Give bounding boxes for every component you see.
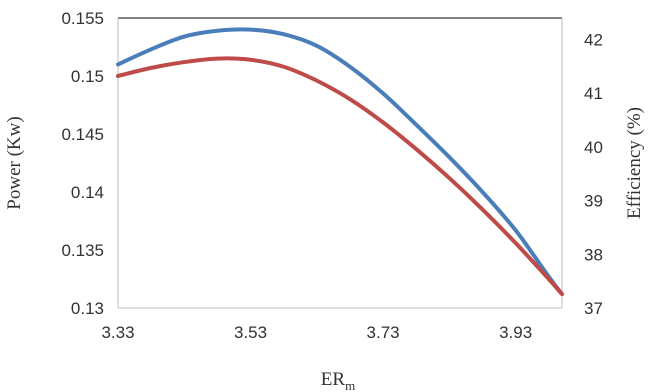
y-tick-label: 0.145 [61, 125, 104, 144]
series-layer [116, 27, 564, 297]
y2-tick-label: 39 [584, 192, 603, 211]
x-axis-title-main: ER [321, 369, 346, 390]
x-tick-label: 3.33 [101, 323, 134, 342]
x-tick-label: 3.53 [234, 323, 267, 342]
y2-tick-label: 40 [584, 138, 603, 157]
x-axis-title-subscript: m [345, 378, 355, 392]
y2-tick-label: 42 [584, 30, 603, 49]
y-tick-label: 0.15 [71, 67, 104, 86]
y-tick-labels: 0.13 0.135 0.14 0.145 0.15 0.155 [61, 9, 104, 318]
y-tick-label: 0.135 [61, 241, 104, 260]
x-tick-labels: 3.33 3.53 3.73 3.93 [101, 323, 532, 342]
series-line-2 [116, 56, 564, 297]
y-tick-label: 0.13 [71, 299, 104, 318]
x-tick-label: 3.93 [499, 323, 532, 342]
y2-axis-title: Efficiency (%) [624, 107, 645, 219]
y-axis-title: Power (Kw) [4, 116, 25, 209]
y2-tick-label: 38 [584, 245, 603, 264]
x-axis-title: ERm [321, 369, 355, 392]
y2-tick-label: 41 [584, 84, 603, 103]
y2-tick-label: 37 [584, 299, 603, 318]
series-line-1 [116, 27, 564, 297]
y-tick-label: 0.14 [71, 183, 104, 202]
y2-tick-labels: 37 38 39 40 41 42 [584, 30, 603, 318]
x-tick-label: 3.73 [367, 323, 400, 342]
y-tick-label: 0.155 [61, 9, 104, 28]
